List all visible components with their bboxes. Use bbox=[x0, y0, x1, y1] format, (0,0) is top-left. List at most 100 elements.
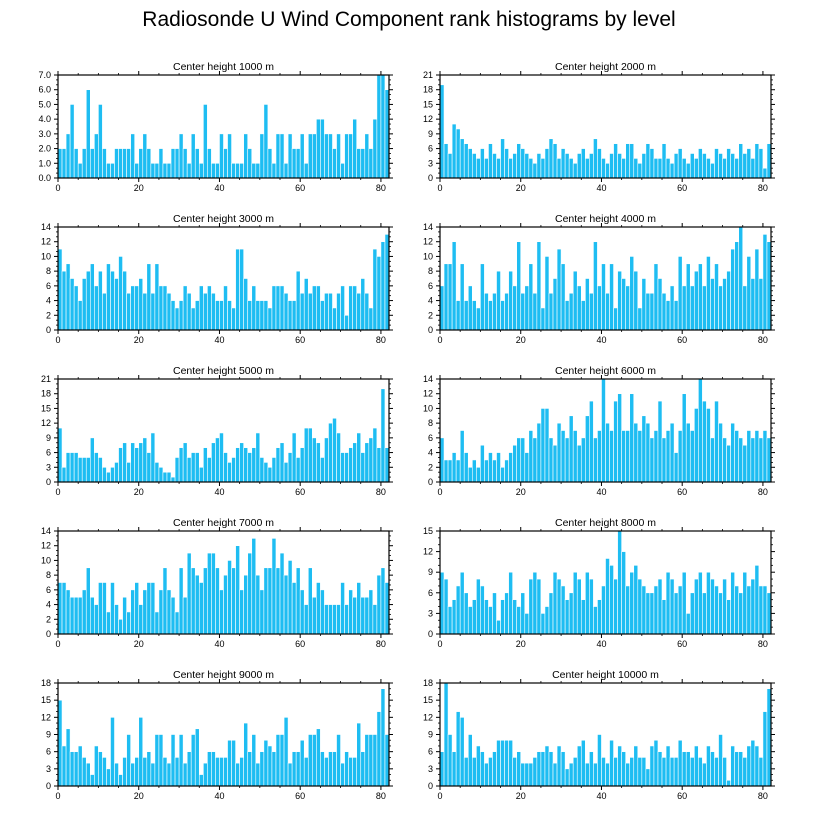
histogram-bar bbox=[251, 162, 257, 179]
histogram-bar bbox=[641, 757, 647, 787]
histogram-bar bbox=[170, 476, 176, 483]
histogram-bar bbox=[629, 393, 635, 483]
histogram-bar bbox=[698, 757, 703, 787]
histogram-bar bbox=[657, 400, 663, 483]
histogram-bar bbox=[239, 589, 244, 635]
histogram-bar bbox=[166, 471, 172, 483]
histogram-bar bbox=[613, 143, 618, 179]
x-tick-label: 40 bbox=[596, 487, 606, 497]
histogram-bar bbox=[303, 162, 309, 179]
histogram-bar bbox=[669, 422, 675, 483]
histogram-bar bbox=[348, 133, 353, 179]
histogram-bar bbox=[380, 567, 386, 635]
histogram-bar bbox=[223, 757, 228, 787]
histogram-bar bbox=[645, 292, 651, 331]
histogram-bar bbox=[621, 278, 626, 331]
histogram-bar bbox=[476, 466, 481, 483]
histogram-bar bbox=[467, 148, 473, 179]
histogram-bar bbox=[207, 285, 212, 331]
histogram-bar bbox=[239, 757, 244, 787]
histogram-bar bbox=[312, 596, 317, 635]
histogram-bar bbox=[734, 241, 740, 331]
histogram-bar bbox=[520, 292, 526, 331]
y-tick-label: 12 bbox=[423, 547, 433, 557]
histogram-bar bbox=[352, 285, 358, 331]
histogram-bar bbox=[316, 582, 321, 635]
y-tick-label: 4.0 bbox=[38, 114, 51, 124]
histogram-bar bbox=[572, 270, 578, 331]
histogram-bar bbox=[259, 133, 265, 179]
histogram-bar bbox=[625, 585, 631, 635]
histogram-bar bbox=[467, 606, 473, 635]
histogram-bar bbox=[750, 578, 756, 635]
histogram-bar bbox=[98, 104, 103, 179]
histogram-bar bbox=[665, 571, 671, 635]
histogram-bar bbox=[94, 604, 99, 635]
histogram-bar bbox=[287, 300, 293, 331]
histogram-bar bbox=[677, 739, 683, 787]
histogram-bar bbox=[447, 459, 453, 483]
histogram-bar bbox=[178, 734, 184, 787]
histogram-bar bbox=[480, 148, 485, 179]
x-tick-label: 0 bbox=[437, 791, 442, 801]
histogram-bar bbox=[376, 711, 382, 787]
histogram-bar bbox=[762, 711, 768, 787]
histogram-bar bbox=[601, 378, 606, 483]
histogram-bar bbox=[158, 285, 164, 331]
histogram-bar bbox=[138, 717, 144, 787]
histogram-bar bbox=[742, 757, 748, 787]
histogram-bar bbox=[190, 734, 196, 787]
histogram-bar bbox=[106, 471, 111, 483]
histogram-bar bbox=[669, 162, 675, 179]
histogram-bar bbox=[348, 285, 353, 331]
histogram-bar bbox=[467, 466, 473, 483]
histogram-bar bbox=[190, 307, 196, 331]
histogram-bar bbox=[324, 604, 329, 635]
histogram-bar bbox=[69, 278, 75, 331]
histogram-bar bbox=[528, 430, 534, 483]
panel-1: Center height 1000 m 0.0 1.0 2.0 3.0 4.0 5.0 6.… bbox=[38, 61, 393, 193]
histogram-bar bbox=[536, 578, 542, 635]
histogram-bar bbox=[580, 148, 586, 179]
histogram-bar bbox=[702, 762, 707, 787]
histogram-bar bbox=[154, 611, 160, 635]
histogram-bar bbox=[706, 571, 711, 635]
histogram-bar bbox=[57, 248, 63, 331]
x-tick-label: 20 bbox=[516, 639, 526, 649]
histogram-bar bbox=[203, 292, 208, 331]
histogram-bar bbox=[685, 613, 691, 635]
histogram-bar bbox=[496, 158, 501, 179]
histogram-bar bbox=[463, 300, 469, 331]
histogram-bar bbox=[714, 585, 719, 635]
x-tick-label: 40 bbox=[214, 639, 224, 649]
x-tick-label: 0 bbox=[55, 791, 60, 801]
x-tick-label: 0 bbox=[55, 639, 60, 649]
x-tick-label: 0 bbox=[55, 335, 60, 345]
x-tick-label: 40 bbox=[214, 183, 224, 193]
histogram-bar bbox=[500, 599, 505, 635]
histogram-bar bbox=[255, 432, 261, 483]
histogram-bar bbox=[677, 256, 683, 331]
histogram-bar bbox=[227, 560, 232, 635]
histogram-bar bbox=[669, 578, 675, 635]
histogram-bar bbox=[532, 292, 538, 331]
histogram-bar bbox=[279, 552, 285, 635]
histogram-bar bbox=[443, 143, 449, 179]
histogram-bar bbox=[480, 263, 485, 331]
histogram-bar bbox=[528, 263, 534, 331]
histogram-bar bbox=[484, 599, 489, 635]
histogram-bar bbox=[130, 762, 135, 787]
histogram-bar bbox=[500, 300, 505, 331]
histogram-bar bbox=[110, 582, 115, 635]
histogram-bar bbox=[766, 437, 772, 483]
histogram-bar bbox=[556, 248, 562, 331]
y-tick-label: 0 bbox=[46, 325, 51, 335]
histogram-bar bbox=[198, 162, 204, 179]
y-tick-label: 10 bbox=[41, 251, 51, 261]
histogram-bar bbox=[455, 128, 461, 179]
histogram-bar bbox=[451, 452, 457, 483]
histogram-bar bbox=[364, 133, 370, 179]
y-tick-label: 6 bbox=[46, 585, 51, 595]
y-tick-label: 15 bbox=[41, 403, 51, 413]
histogram-bar bbox=[492, 292, 497, 331]
